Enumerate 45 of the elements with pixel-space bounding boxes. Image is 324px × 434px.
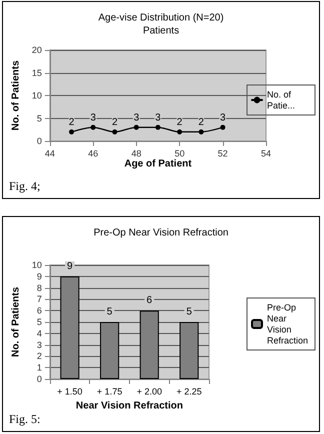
data-label: 2 xyxy=(112,116,118,128)
y-tick-label: 2 xyxy=(36,351,42,362)
y-tick-label: 5 xyxy=(36,113,42,124)
data-label: 2 xyxy=(198,116,204,128)
x-tick-label: 52 xyxy=(218,148,228,158)
y-tick-label: 0 xyxy=(36,374,42,384)
y-tick-label: 4 xyxy=(36,328,42,338)
x-tick-label: + 2.25 xyxy=(176,386,202,396)
y-axis-title: No. of Patients xyxy=(10,60,22,131)
y-tick-label: 15 xyxy=(32,68,42,78)
y-axis-title: No. of Patients xyxy=(10,286,22,358)
x-tick-label: 44 xyxy=(44,148,55,158)
y-tick-label: 1 xyxy=(36,362,42,373)
y-tick-label: 8 xyxy=(36,282,42,293)
legend-label: No. of Patie... xyxy=(267,90,296,110)
y-tick-label: 9 xyxy=(36,271,42,282)
x-axis-title: Age of Patient xyxy=(124,158,192,170)
legend-label: Pre-Op Near Vision Refraction xyxy=(267,302,308,346)
x-tick-label: 46 xyxy=(88,148,98,158)
x-tick-label: 54 xyxy=(260,148,272,158)
y-tick-label: 0 xyxy=(36,136,42,146)
x-tick-label: 48 xyxy=(131,148,142,158)
x-tick-label: + 1.50 xyxy=(57,386,82,396)
data-label: 2 xyxy=(176,116,183,128)
y-tick-label: 6 xyxy=(36,306,42,316)
data-label: 5 xyxy=(106,306,113,318)
y-tick-label: 20 xyxy=(32,45,42,55)
chart-subtitle: Patients xyxy=(142,26,180,36)
x-axis-title: Near Vision Refraction xyxy=(76,400,183,412)
caption: Fig. 4; xyxy=(9,179,40,193)
data-label: 6 xyxy=(146,295,153,306)
x-tick-label: + 1.75 xyxy=(96,386,122,396)
data-label: 9 xyxy=(67,260,74,272)
chart-title: Pre-Op Near Vision Refraction xyxy=(94,228,228,238)
y-tick-label: 3 xyxy=(36,340,42,350)
y-tick-label: 10 xyxy=(32,90,42,100)
chart-title: Age-vise Distribution (N=20) xyxy=(98,12,224,24)
y-tick-label: 5 xyxy=(36,317,42,327)
y-tick-label: 7 xyxy=(36,294,42,304)
x-tick-label: + 2.00 xyxy=(136,386,162,396)
caption: Fig. 5: xyxy=(9,412,40,426)
y-tick-label: 10 xyxy=(32,260,42,270)
x-tick-label: 50 xyxy=(174,148,185,158)
data-label: 5 xyxy=(186,306,192,318)
data-label: 2 xyxy=(68,116,75,128)
